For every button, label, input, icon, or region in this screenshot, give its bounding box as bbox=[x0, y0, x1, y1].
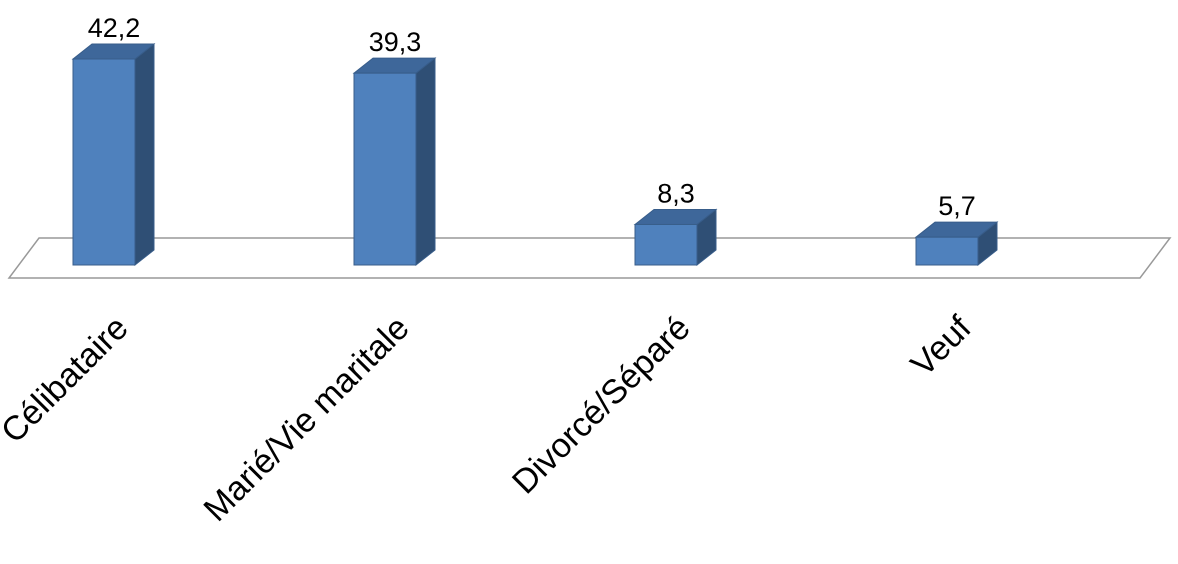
value-label-marie-vie-maritale: 39,3 bbox=[369, 27, 422, 57]
category-label-veuf: Veuf bbox=[904, 308, 979, 383]
bar-divorce-separe bbox=[633, 208, 718, 267]
value-label-divorce-separe: 8,3 bbox=[657, 178, 695, 208]
value-label-veuf: 5,7 bbox=[938, 191, 976, 221]
bar-marie-vie-maritale bbox=[352, 57, 437, 267]
category-labels-group: Célibataire Marié/Vie maritale Divorcé/Sép… bbox=[0, 308, 979, 529]
value-labels-group: 42,2 39,3 8,3 5,7 bbox=[88, 13, 976, 221]
bar-front bbox=[72, 58, 136, 266]
value-label-celibataire: 42,2 bbox=[88, 13, 141, 43]
category-label-celibataire: Célibataire bbox=[0, 309, 136, 451]
bar-veuf bbox=[914, 221, 999, 267]
bars-group bbox=[71, 42, 999, 267]
bar-side bbox=[415, 57, 436, 267]
bar-celibataire bbox=[71, 42, 156, 267]
chart-floor bbox=[7, 237, 1172, 279]
bar-front bbox=[915, 236, 979, 266]
category-label-divorce-separe: Divorcé/Séparé bbox=[505, 309, 698, 502]
category-label-marie-vie-maritale: Marié/Vie maritale bbox=[196, 309, 416, 529]
bar-side bbox=[134, 42, 155, 267]
bar-front bbox=[353, 72, 417, 266]
bar-front bbox=[634, 223, 698, 266]
